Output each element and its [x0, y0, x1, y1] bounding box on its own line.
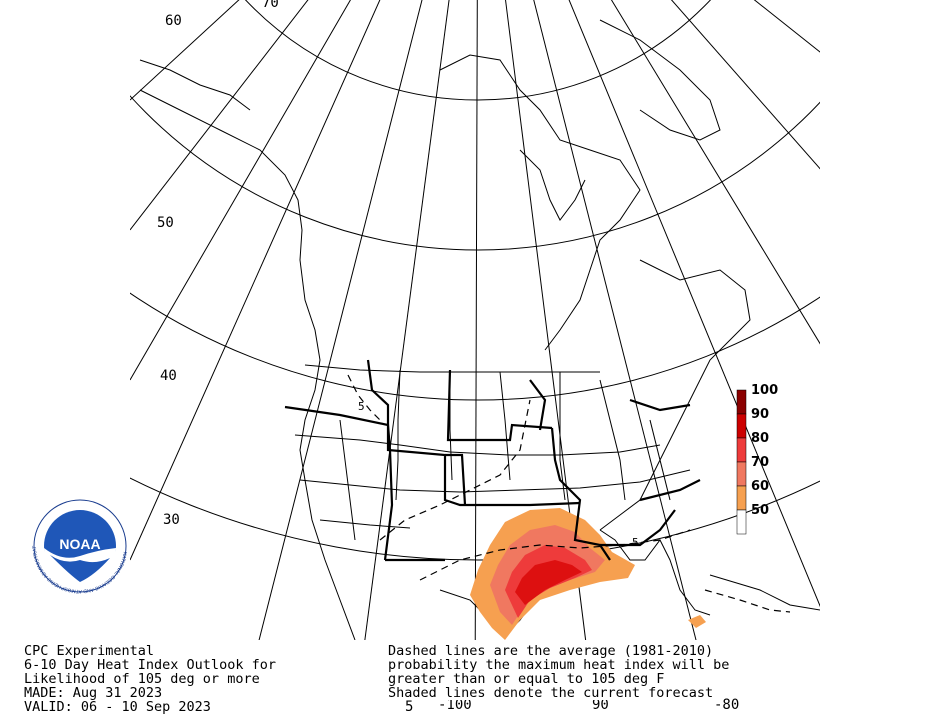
lat-label-40: 40	[160, 368, 177, 384]
coastlines	[139, 19, 820, 640]
forecast-shading	[470, 508, 706, 640]
legend-swatch-100	[736, 389, 747, 415]
note-line-4: Shaded lines denote the current forecast	[388, 685, 714, 701]
note-line-1: Dashed lines are the average (1981-2010)	[388, 643, 714, 659]
lat-label-60: 60	[165, 13, 182, 29]
legend-label-50: 50	[751, 503, 770, 518]
legend-label-80: 80	[751, 431, 770, 446]
title-line-3: Likelihood of 105 deg or more	[24, 671, 260, 687]
legend-label-100: 100	[751, 383, 779, 398]
note-line-3: greater than or equal to 105 deg F	[388, 671, 665, 687]
legend-swatch-50	[736, 509, 747, 535]
shade-fl	[688, 615, 706, 628]
state-boundaries	[294, 364, 691, 541]
lon-label-90: 90	[592, 697, 609, 713]
legend-label-90: 90	[751, 407, 770, 422]
note-line-2: probability the maximum heat index will …	[388, 657, 730, 673]
shade-80	[515, 560, 582, 605]
noaa-logo: NOAA NATIONAL OCEANIC AND ATMOSPHERIC AD…	[0, 0, 128, 594]
legend-swatch-70	[736, 461, 747, 487]
lon-label-100: -100	[438, 697, 472, 713]
legend-swatches	[736, 389, 747, 535]
legend-label-70: 70	[751, 455, 770, 470]
climatology-dashed	[347, 374, 791, 613]
title-line-2: 6-10 Day Heat Index Outlook for	[24, 657, 276, 673]
legend-label-60: 60	[751, 479, 770, 494]
lat-label-30: 30	[163, 512, 180, 528]
noaa-logo-text: NOAA	[59, 536, 100, 552]
valid-dates: VALID: 06 - 10 Sep 2023	[24, 699, 211, 715]
contour-label: 5	[632, 536, 639, 549]
bold-outlines	[284, 359, 701, 562]
lat-label-70: 70	[262, 0, 279, 11]
lon-label-5: 5	[405, 699, 414, 715]
legend-swatch-80	[736, 437, 747, 463]
legend-swatch-60	[736, 485, 747, 511]
made-date: MADE: Aug 31 2023	[24, 685, 163, 701]
lat-label-50: 50	[157, 215, 174, 231]
contour-label: 5	[358, 400, 365, 413]
legend-swatch-90	[736, 413, 747, 439]
lon-label-80: -80	[714, 697, 740, 713]
title-line-1: CPC Experimental	[24, 643, 155, 659]
